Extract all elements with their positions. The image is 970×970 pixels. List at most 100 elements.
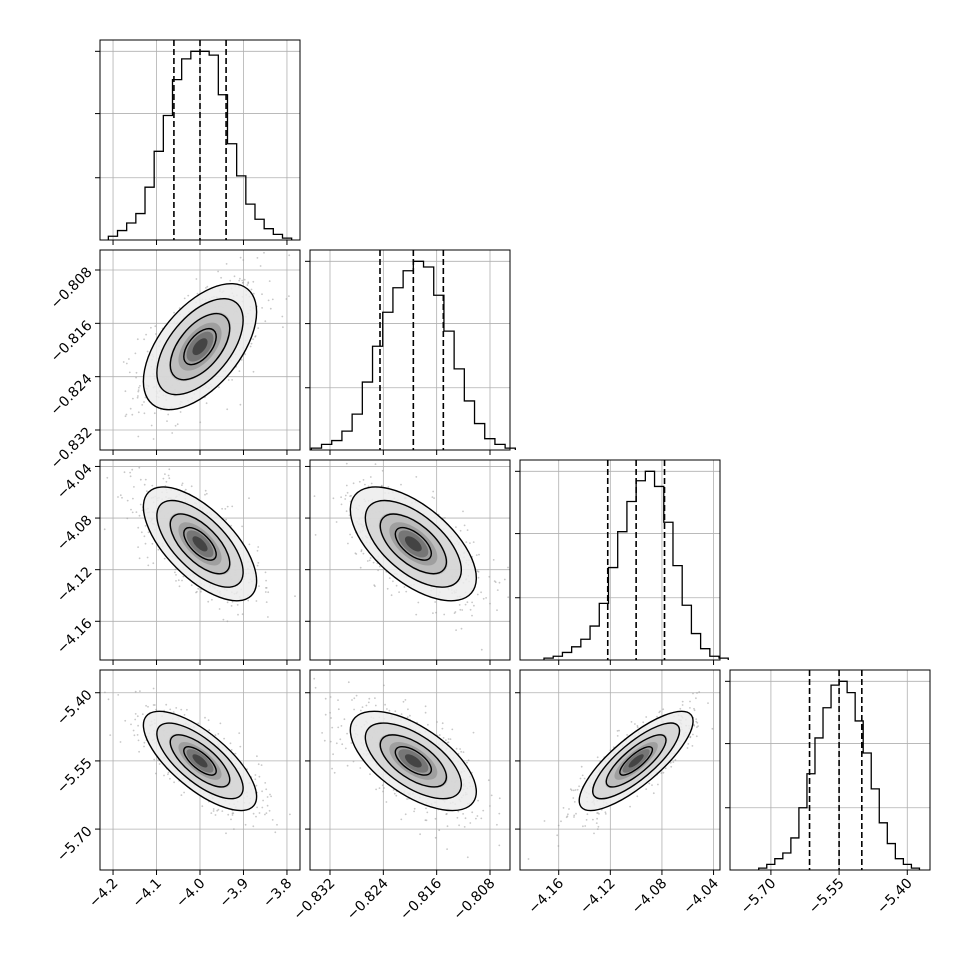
scatter-point <box>345 462 348 465</box>
scatter-point <box>126 499 129 502</box>
scatter-point <box>381 784 384 787</box>
panel-3-1 <box>305 669 511 875</box>
scatter-point <box>264 320 267 323</box>
x-tick-label: −4.0 <box>173 876 208 911</box>
scatter-point <box>257 546 260 548</box>
scatter-point <box>472 541 475 543</box>
scatter-point <box>365 704 368 707</box>
scatter-point <box>143 741 146 744</box>
scatter-point <box>144 525 147 527</box>
scatter-point <box>462 510 464 513</box>
scatter-point <box>262 799 264 802</box>
scatter-point <box>697 725 699 727</box>
scatter-point <box>592 818 594 821</box>
scatter-point <box>144 478 147 481</box>
scatter-point <box>384 703 386 706</box>
contour-line <box>394 526 433 561</box>
scatter-point <box>578 785 580 788</box>
scatter-point <box>507 596 510 599</box>
density-fill <box>628 754 644 768</box>
scatter-point <box>257 327 260 329</box>
scatter-point <box>321 732 323 734</box>
scatter-point <box>137 526 140 529</box>
scatter-point <box>455 747 458 750</box>
scatter-point <box>464 603 467 606</box>
scatter-point <box>314 686 317 689</box>
scatter-point <box>346 491 349 494</box>
scatter-point <box>138 466 141 469</box>
x-tick-label: −0.824 <box>344 875 392 923</box>
scatter-point <box>183 791 186 794</box>
scatter-point <box>259 265 262 267</box>
scatter-point <box>256 564 259 567</box>
scatter-point <box>190 485 193 488</box>
scatter-point <box>490 794 493 797</box>
scatter-point <box>133 734 136 737</box>
scatter-point <box>264 571 267 574</box>
scatter-point <box>216 809 219 812</box>
scatter-point <box>239 745 242 748</box>
scatter-point <box>443 613 446 616</box>
scatter-point <box>398 591 400 593</box>
scatter-point <box>465 541 468 543</box>
contour-line <box>169 312 231 381</box>
scatter-point <box>147 705 149 708</box>
contour-line <box>156 722 244 800</box>
scatter-point <box>266 804 269 807</box>
scatter-point <box>471 811 474 814</box>
scatter-point <box>595 822 598 824</box>
scatter-point <box>129 407 132 410</box>
scatter-point <box>167 773 169 776</box>
x-tick-label: −4.2 <box>86 876 121 911</box>
scatter-point <box>173 781 176 784</box>
scatter-point <box>239 277 241 280</box>
scatter-point <box>174 568 177 571</box>
scatter-point <box>250 288 253 291</box>
scatter-point <box>152 687 155 690</box>
panel-frame <box>309 459 511 661</box>
scatter-point <box>698 691 701 693</box>
scatter-point <box>696 721 699 724</box>
panel-content <box>313 677 501 859</box>
scatter-point <box>124 719 127 722</box>
scatter-point <box>140 531 143 534</box>
scatter-point <box>648 782 651 785</box>
scatter-point <box>362 479 365 481</box>
scatter-point <box>331 726 334 729</box>
scatter-point <box>175 574 177 576</box>
scatter-point <box>226 505 229 508</box>
scatter-point <box>435 611 437 614</box>
scatter-point <box>219 722 222 725</box>
scatter-point <box>374 463 377 465</box>
scatter-point <box>210 812 213 814</box>
scatter-point <box>466 761 468 764</box>
scatter-point <box>307 789 309 791</box>
scatter-point <box>241 525 244 528</box>
scatter-point <box>626 734 628 736</box>
scatter-point <box>256 806 258 809</box>
scatter-point <box>560 820 562 823</box>
scatter-point <box>146 350 149 353</box>
scatter-point <box>366 560 369 562</box>
scatter-point <box>226 601 229 604</box>
panel-frame <box>99 459 301 661</box>
scatter-point <box>723 690 725 692</box>
scatter-point <box>333 771 336 774</box>
scatter-point <box>332 497 335 500</box>
scatter-point <box>261 806 264 809</box>
scatter-point <box>436 721 438 723</box>
scatter-point <box>199 421 202 424</box>
panel-3-3 <box>725 669 931 875</box>
scatter-point <box>151 484 154 487</box>
scatter-point <box>150 326 152 329</box>
scatter-point <box>255 600 258 602</box>
scatter-point <box>264 782 267 784</box>
scatter-point <box>183 714 186 716</box>
scatter-point <box>145 704 148 707</box>
scatter-point <box>572 789 575 792</box>
scatter-point <box>707 702 709 704</box>
contour-line <box>394 746 433 776</box>
scatter-point <box>226 620 229 623</box>
scatter-point <box>190 584 193 587</box>
